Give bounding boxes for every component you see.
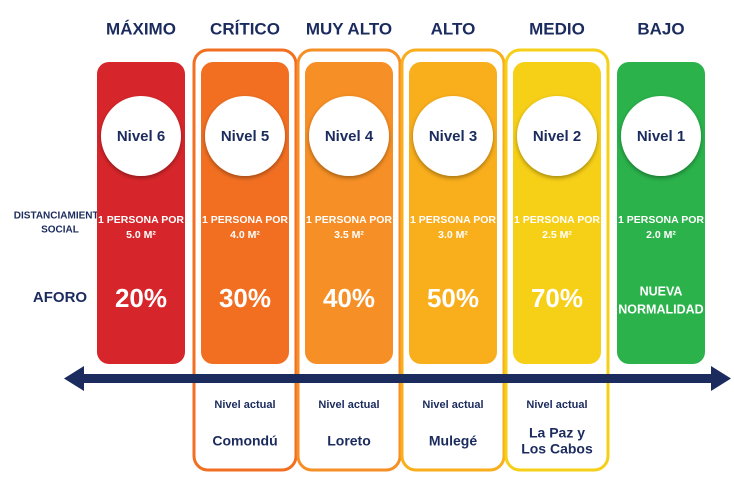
- capacity-text: NUEVA: [640, 284, 683, 298]
- column-header: MÁXIMO: [106, 19, 176, 38]
- capacity-text: 50%: [427, 283, 479, 313]
- distance-text: 4.0 M²: [230, 229, 260, 241]
- level-label: Nivel 4: [325, 128, 374, 145]
- capacity-text: 40%: [323, 283, 375, 313]
- arrow-head: [64, 366, 84, 391]
- distance-text: 1 PERSONA POR: [514, 214, 600, 226]
- distance-text: 1 PERSONA POR: [618, 214, 704, 226]
- capacity-text: 70%: [531, 283, 583, 313]
- current-place: Comondú: [212, 433, 277, 449]
- arrow-head: [711, 366, 731, 391]
- capacity-text: 30%: [219, 283, 271, 313]
- distance-text: 1 PERSONA POR: [202, 214, 288, 226]
- level-label: Nivel 2: [533, 128, 581, 145]
- level-badge: [101, 96, 181, 176]
- row-label: SOCIAL: [41, 225, 79, 236]
- current-frame: [192, 48, 298, 472]
- column-header: MEDIO: [529, 19, 585, 38]
- current-place: Mulegé: [429, 433, 477, 449]
- distance-text: 1 PERSONA POR: [410, 214, 496, 226]
- level-badge: [413, 96, 493, 176]
- level-badge: [517, 96, 597, 176]
- row-label: DISTANCIAMIENTO: [14, 211, 107, 222]
- current-label: Nivel actual: [526, 399, 587, 411]
- distance-text: 2.0 M²: [646, 229, 676, 241]
- current-place: Loreto: [327, 433, 371, 449]
- current-frame: [504, 48, 610, 472]
- level-label: Nivel 6: [117, 128, 165, 145]
- column-header: MUY ALTO: [306, 19, 392, 38]
- column-header: ALTO: [431, 19, 476, 38]
- level-label: Nivel 3: [429, 128, 477, 145]
- row-label: AFORO: [33, 289, 87, 306]
- distance-text: 1 PERSONA POR: [98, 214, 184, 226]
- distance-text: 2.5 M²: [542, 229, 572, 241]
- level-label: Nivel 5: [221, 128, 269, 145]
- distance-text: 3.0 M²: [438, 229, 468, 241]
- current-frame: [296, 48, 402, 472]
- current-place: Los Cabos: [521, 441, 593, 457]
- column-header: CRÍTICO: [210, 19, 280, 38]
- current-label: Nivel actual: [422, 399, 483, 411]
- distance-text: 1 PERSONA POR: [306, 214, 392, 226]
- level-label: Nivel 1: [637, 128, 685, 145]
- capacity-text: 20%: [115, 283, 167, 313]
- column-header: BAJO: [637, 19, 684, 38]
- distance-text: 5.0 M²: [126, 229, 156, 241]
- current-frame: [400, 48, 506, 472]
- current-label: Nivel actual: [318, 399, 379, 411]
- level-badge: [309, 96, 389, 176]
- arrow-shaft: [78, 374, 718, 383]
- level-badge: [205, 96, 285, 176]
- current-label: Nivel actual: [214, 399, 275, 411]
- distance-text: 3.5 M²: [334, 229, 364, 241]
- level-badge: [621, 96, 701, 176]
- capacity-text: NORMALIDAD: [618, 302, 703, 316]
- current-place: La Paz y: [529, 425, 585, 441]
